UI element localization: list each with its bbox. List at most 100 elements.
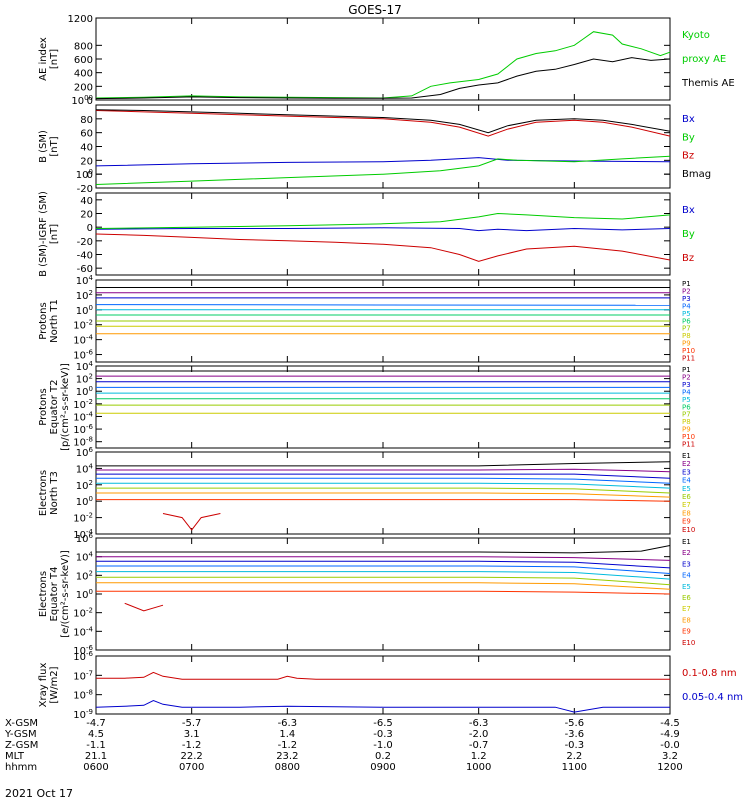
y-tick-label: 100 bbox=[76, 588, 93, 601]
y-axis-label: North T3 bbox=[49, 471, 60, 515]
y-tick-label: 60 bbox=[80, 129, 93, 140]
orbit-value: -6.3 bbox=[278, 718, 298, 729]
y-tick-label: 0 bbox=[87, 170, 93, 181]
panel-bigrf: -60 -40 -20 0 20 40 B (SM)-IGRF (SM) [nT] Bx By Bz bbox=[38, 191, 695, 277]
series-line bbox=[96, 461, 671, 467]
legend-entry: Themis AE bbox=[681, 78, 735, 89]
orbit-value: -0.7 bbox=[469, 740, 489, 751]
orbit-value: -1.2 bbox=[278, 740, 298, 751]
orbit-row-label: Z-GSM bbox=[5, 740, 38, 751]
series-line bbox=[96, 571, 671, 580]
legend-entry: E2 bbox=[682, 460, 691, 468]
series-line bbox=[96, 468, 671, 473]
legend-entry: E8 bbox=[682, 509, 691, 517]
legend-entry: P3 bbox=[682, 381, 691, 389]
orbit-value: 2.2 bbox=[566, 751, 582, 762]
orbit-value: -2.0 bbox=[469, 729, 489, 740]
y-tick-label: 80 bbox=[80, 115, 93, 126]
y-tick-label: 10-2 bbox=[73, 319, 93, 332]
orbit-row-label: X-GSM bbox=[5, 718, 38, 729]
y-tick-label: -60 bbox=[77, 264, 93, 275]
orbit-value: -6.3 bbox=[469, 718, 489, 729]
series-line bbox=[96, 576, 671, 586]
legend-entry: 0.05-0.4 nm bbox=[682, 692, 743, 703]
series-line bbox=[96, 499, 671, 502]
y-axis-label: [W/m2] bbox=[49, 666, 60, 703]
orbit-value: -1.0 bbox=[373, 740, 393, 751]
legend-entry: E7 bbox=[682, 501, 691, 509]
series-line bbox=[95, 155, 671, 185]
panel-frame bbox=[95, 192, 671, 276]
legend-entry: P5 bbox=[682, 396, 691, 404]
panel-frame bbox=[95, 537, 671, 651]
series-line bbox=[162, 513, 221, 531]
legend-entry: P2 bbox=[682, 287, 691, 295]
panel-xray: 10-9 10-8 10-7 10-6 Xray flux [W/m2] 0.1-0.8 n… bbox=[38, 650, 743, 721]
y-tick-label: 102 bbox=[76, 373, 93, 386]
legend-entry: E3 bbox=[682, 468, 691, 476]
legend-entry: P8 bbox=[682, 418, 691, 426]
legend-entry: Kyoto bbox=[682, 30, 710, 41]
series-line bbox=[96, 482, 671, 489]
y-tick-label: 40 bbox=[80, 143, 93, 154]
orbit-value: 1.4 bbox=[279, 729, 295, 740]
orbit-value: 0900 bbox=[370, 762, 395, 773]
y-tick-label: 100 bbox=[76, 168, 93, 181]
y-axis-label: [nT] bbox=[49, 224, 60, 244]
orbit-value: -4.5 bbox=[660, 718, 680, 729]
series-line bbox=[124, 602, 164, 612]
legend-entry: E1 bbox=[682, 452, 691, 460]
orbit-value: 21.1 bbox=[85, 751, 107, 762]
orbit-value: 1000 bbox=[466, 762, 491, 773]
orbit-value: 0800 bbox=[275, 762, 300, 773]
series-line bbox=[96, 590, 671, 595]
series-line bbox=[95, 110, 671, 137]
y-axis-label: Electrons bbox=[38, 470, 49, 516]
y-tick-label: 10-4 bbox=[73, 410, 93, 423]
legend-entry: E5 bbox=[682, 485, 691, 493]
orbit-value: -0.3 bbox=[565, 740, 585, 751]
y-axis-label: Protons bbox=[38, 302, 49, 339]
series-line bbox=[96, 565, 671, 574]
y-tick-label: 102 bbox=[76, 479, 93, 492]
legend-entry: P9 bbox=[682, 426, 691, 434]
legend-entry: P10 bbox=[682, 433, 695, 441]
series-line bbox=[95, 157, 671, 167]
y-axis-label: Protons bbox=[38, 388, 49, 425]
y-tick-label: 10-4 bbox=[73, 625, 93, 638]
series-line bbox=[95, 31, 671, 99]
orbit-value: -4.9 bbox=[660, 729, 680, 740]
panel-electrons_e: 10-6 10-4 10-2 100 102 104 106 Electrons Equator… bbox=[38, 532, 695, 657]
y-tick-label: 104 bbox=[76, 462, 94, 475]
y-axis-label: B (SM) bbox=[38, 130, 49, 163]
orbit-value: 0700 bbox=[179, 762, 204, 773]
orbit-value: 1100 bbox=[562, 762, 587, 773]
panel-frame bbox=[95, 17, 671, 101]
orbit-value: -0.3 bbox=[373, 729, 393, 740]
legend-entry: E10 bbox=[682, 526, 695, 534]
orbit-value: 4.5 bbox=[88, 729, 104, 740]
y-tick-label: 0 bbox=[87, 96, 93, 107]
y-tick-label: 102 bbox=[76, 569, 93, 582]
orbit-value: 1200 bbox=[657, 762, 682, 773]
series-line bbox=[96, 473, 671, 479]
orbit-value: 0600 bbox=[83, 762, 108, 773]
y-tick-label: 10-4 bbox=[73, 528, 93, 541]
legend-entry: P4 bbox=[682, 302, 691, 310]
y-tick-label: 10-6 bbox=[73, 644, 93, 657]
legend-entry: P2 bbox=[682, 373, 691, 381]
y-tick-label: 0 bbox=[87, 223, 93, 234]
y-tick-label: 20 bbox=[80, 210, 93, 221]
y-tick-label: 10-8 bbox=[73, 689, 93, 702]
series-line bbox=[96, 671, 670, 680]
legend-entry: E4 bbox=[682, 477, 691, 485]
y-tick-label: 10-6 bbox=[73, 349, 93, 362]
legend-entry: P6 bbox=[682, 317, 691, 325]
legend-entry: P11 bbox=[682, 441, 695, 449]
orbit-value: 3.2 bbox=[662, 751, 678, 762]
legend-entry: 0.1-0.8 nm bbox=[682, 668, 737, 679]
